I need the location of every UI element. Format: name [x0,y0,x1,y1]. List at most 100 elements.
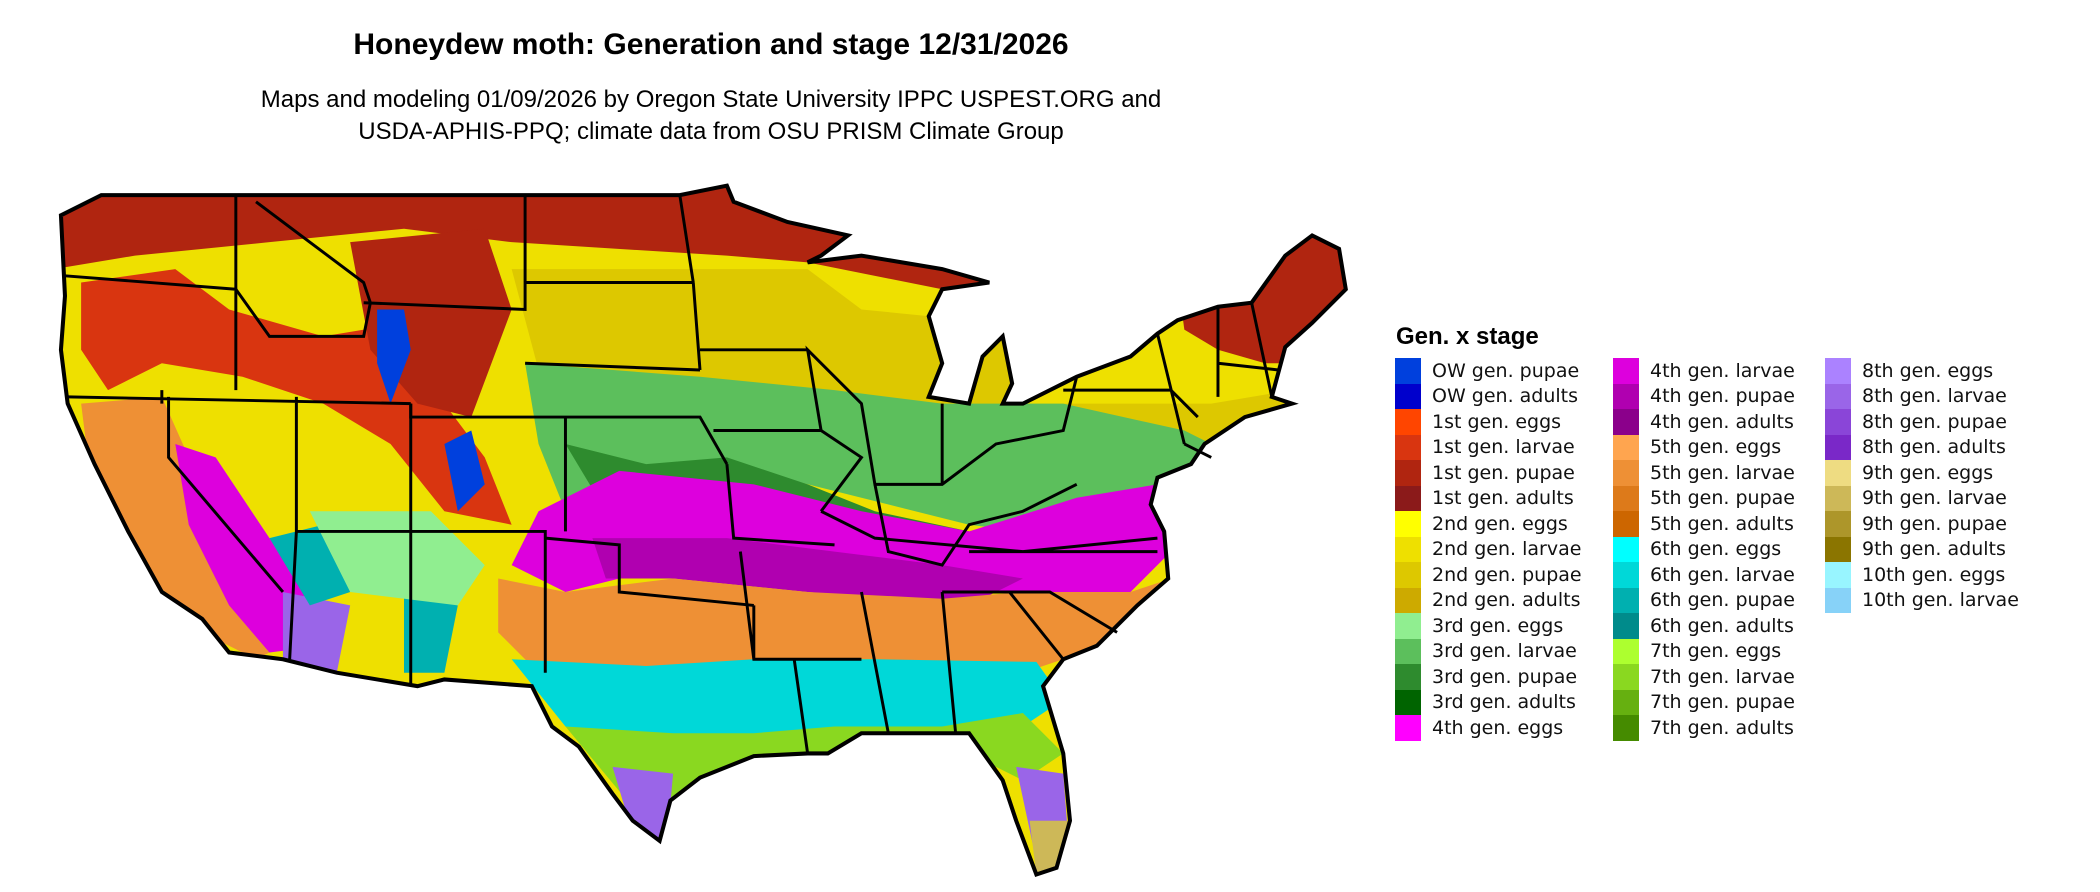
legend-swatch [1825,587,1851,613]
legend-item: 8th gen. eggs [1825,358,2019,384]
legend-item: 6th gen. eggs [1613,536,1795,562]
legend-item: 1st gen. eggs [1395,409,1582,435]
legend-item: 3rd gen. pupae [1395,664,1582,690]
legend-item: 4th gen. pupae [1613,383,1795,409]
legend-label: 9th gen. larvae [1862,487,2007,510]
legend-label: 2nd gen. larvae [1432,538,1582,561]
legend-item: 9th gen. pupae [1825,511,2019,537]
legend-item: 10th gen. eggs [1825,562,2019,588]
legend-item: 2nd gen. larvae [1395,536,1582,562]
legend-swatch [1613,460,1639,486]
legend-label: 6th gen. larvae [1650,563,1795,586]
legend-swatch [1395,715,1421,741]
legend-swatch [1395,536,1421,562]
legend-item: 9th gen. adults [1825,536,2019,562]
legend-swatch [1613,358,1639,384]
legend-swatch [1825,409,1851,435]
legend-label: 1st gen. pupae [1432,461,1575,484]
legend-item: 10th gen. larvae [1825,587,2019,613]
legend-item: 5th gen. pupae [1613,485,1795,511]
legend-swatch [1613,689,1639,715]
legend-item: 3rd gen. eggs [1395,613,1582,639]
legend-item: OW gen. adults [1395,383,1582,409]
legend-swatch [1613,383,1639,409]
legend-item: 5th gen. adults [1613,511,1795,537]
legend-swatch [1395,434,1421,460]
legend-label: 2nd gen. adults [1432,589,1581,612]
map-title: Honeydew moth: Generation and stage 12/3… [353,28,1069,61]
us-phenology-map [0,0,1400,892]
legend-swatch [1395,689,1421,715]
legend-swatch [1613,664,1639,690]
legend-label: 5th gen. eggs [1650,436,1782,459]
legend-item: 8th gen. adults [1825,434,2019,460]
legend-swatch [1395,511,1421,537]
legend-swatch [1613,638,1639,664]
legend-item: 7th gen. eggs [1613,638,1795,664]
legend-label: 4th gen. eggs [1432,716,1564,739]
legend-label: 1st gen. eggs [1432,410,1562,433]
legend-item: 8th gen. pupae [1825,409,2019,435]
legend-label: 7th gen. pupae [1650,691,1795,714]
legend-swatch [1395,383,1421,409]
legend-label: OW gen. adults [1432,385,1579,408]
legend-label: 7th gen. larvae [1650,665,1795,688]
legend-item: 6th gen. adults [1613,613,1795,639]
legend-item: 7th gen. larvae [1613,664,1795,690]
legend-item: 2nd gen. eggs [1395,511,1582,537]
legend-label: 6th gen. eggs [1650,538,1782,561]
legend-item: 7th gen. adults [1613,715,1795,741]
region-southwest-green [309,511,485,606]
legend-label: 10th gen. larvae [1862,589,2019,612]
legend-item: 3rd gen. adults [1395,689,1582,715]
subtitle-line-1: Maps and modeling 01/09/2026 by Oregon S… [260,86,1162,113]
legend-label: 4th gen. adults [1650,410,1794,433]
legend-label: OW gen. pupae [1432,359,1580,382]
legend-label: 5th gen. larvae [1650,461,1795,484]
legend-item: OW gen. pupae [1395,358,1582,384]
legend-swatch [1825,460,1851,486]
legend-label: 6th gen. adults [1650,614,1794,637]
legend-label: 3rd gen. adults [1432,691,1576,714]
region-ow-pupae [377,309,485,512]
legend-label: 7th gen. eggs [1650,640,1782,663]
legend-label: 7th gen. adults [1650,716,1794,739]
legend-label: 5th gen. adults [1650,512,1794,535]
legend-item: 9th gen. larvae [1825,485,2019,511]
legend-item: 7th gen. pupae [1613,689,1795,715]
state-borders [64,194,1279,754]
legend-swatch [1395,562,1421,588]
legend-swatch [1613,434,1639,460]
legend-swatch [1613,511,1639,537]
legend-item: 6th gen. pupae [1613,587,1795,613]
legend-item: 4th gen. larvae [1613,358,1795,384]
legend-swatch [1395,613,1421,639]
legend-item: 8th gen. larvae [1825,383,2019,409]
legend-item: 2nd gen. adults [1395,587,1582,613]
legend-label: 3rd gen. larvae [1432,640,1577,663]
legend-swatch [1613,587,1639,613]
legend-swatch [1825,562,1851,588]
region-4th-gen-pupae [592,538,1023,606]
legend-swatch [1395,638,1421,664]
legend-label: 8th gen. adults [1862,436,2006,459]
legend-title: Gen. x stage [1396,323,1539,350]
legend-swatch [1825,485,1851,511]
legend-column-3: 8th gen. eggs 8th gen. larvae 8th gen. pup… [1825,358,2019,613]
legend-item: 4th gen. adults [1613,409,1795,435]
legend-swatch [1613,562,1639,588]
legend-swatch [1825,536,1851,562]
legend-swatch [1613,715,1639,741]
legend-label: 9th gen. pupae [1862,512,2007,535]
legend-label: 2nd gen. pupae [1432,563,1582,586]
legend-item: 1st gen. adults [1395,485,1582,511]
legend-swatch [1613,536,1639,562]
legend-swatch [1395,664,1421,690]
legend-column-1: OW gen. pupae OW gen. adults 1st gen. eggs… [1395,358,1582,741]
region-arizona-low [282,591,351,673]
legend-swatch [1395,358,1421,384]
legend-label: 9th gen. adults [1862,538,2006,561]
legend-label: 8th gen. eggs [1862,359,1994,382]
subtitle-line-2: USDA-APHIS-PPQ; climate data from OSU PR… [358,118,1064,145]
legend-label: 4th gen. larvae [1650,359,1795,382]
